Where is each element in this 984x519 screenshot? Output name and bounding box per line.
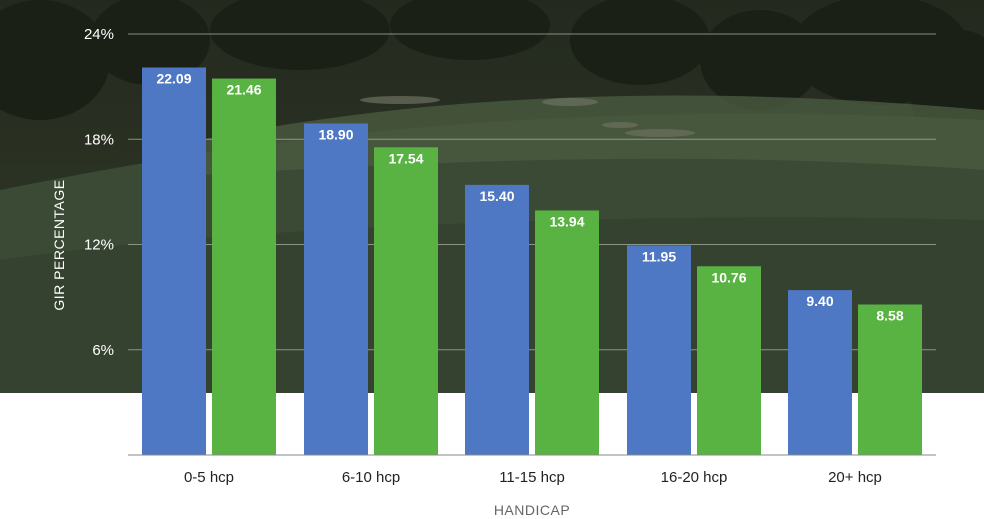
bar-series1 [788,290,852,455]
bar-series1 [304,123,368,456]
bar-value-label: 18.90 [318,126,353,142]
bar-series1 [465,184,529,455]
bar-series2 [374,147,438,456]
bar-value-label: 9.40 [806,293,833,309]
bar-value-label: 13.94 [549,213,584,229]
bar-value-label: 8.58 [876,307,903,323]
x-tick-label: 11-15 hcp [499,469,565,486]
bar-series1 [142,67,206,456]
bar-value-label: 22.09 [156,71,191,87]
x-tick-labels: 0-5 hcp 6-10 hcp 11-15 hcp 16-20 hcp 20+ hcp [184,469,882,486]
bar-series2 [697,266,761,455]
y-axis-title: GIR PERCENTAGE [51,179,67,310]
x-axis-title: HANDICAP [494,502,570,518]
bar-series2 [858,304,922,455]
bar-series2 [535,210,599,455]
bar-series1 [627,245,691,455]
x-tick-label: 16-20 hcp [661,469,728,486]
bar-value-label: 15.40 [479,188,514,204]
x-tick-label: 20+ hcp [828,469,882,486]
y-tick-label: 6% [92,342,114,359]
bar-value-label: 10.76 [711,269,746,285]
bar-value-label: 21.46 [226,82,261,98]
x-tick-label: 0-5 hcp [184,469,234,486]
y-tick-labels: 6% 12% 18% 24% [84,26,114,359]
bar-value-label: 17.54 [388,150,423,166]
bar-series2 [212,78,276,455]
y-tick-label: 18% [84,131,114,148]
bars: 22.09 21.46 18.90 17.54 15.40 13.94 11.95 10.76… [142,67,922,456]
y-tick-label: 12% [84,237,114,254]
x-tick-label: 6-10 hcp [342,469,400,486]
bar-value-label: 11.95 [642,248,676,264]
y-tick-label: 24% [84,26,114,43]
